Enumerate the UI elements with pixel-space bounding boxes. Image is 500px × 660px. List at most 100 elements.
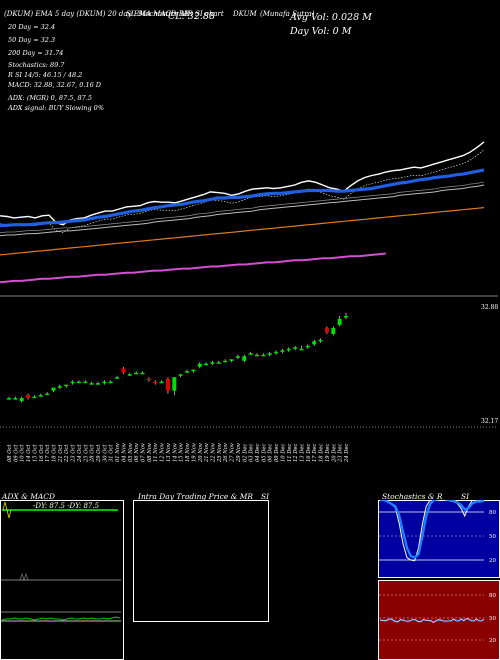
candle-body [261,354,266,357]
candle-body [172,377,177,391]
candle-body [197,363,202,367]
candle-body [210,362,215,364]
date-tick-label: 06 Nov [134,443,140,462]
candle-body [204,363,209,366]
candle-body [286,348,291,351]
candle-body [7,398,11,400]
date-tick-label: 01 Nov [115,443,121,462]
candle-body [96,383,101,385]
candle-body [108,381,113,384]
candle-body [185,371,190,373]
candle-body [293,347,298,349]
date-tick-label: 12 Dec [293,444,299,462]
date-axis: 08 Oct 09 Oct 10 Oct 14 Oct 15 Oct 16 Oct 17 O… [7,443,350,463]
date-tick-label: 09 Oct [13,444,19,462]
date-tick-label: 21 Oct [58,444,64,463]
date-tick-label: 18 Dec [319,444,325,462]
date-tick-label: 21 Nov [204,443,210,463]
ema50-line [0,184,485,237]
candle-body [76,381,81,384]
ema10-dotted-line [0,149,485,234]
candle-body [115,377,120,379]
candle-body [318,339,323,342]
date-tick-label: 09 Dec [274,444,280,462]
adx-macd-title: ADX & MACD [2,492,56,501]
candle-body [57,386,62,388]
candle-body [19,398,24,402]
date-tick-label: 05 Nov [128,443,134,462]
candle-body [127,374,132,376]
candle-body [32,396,37,399]
date-tick-label: 19 Dec [325,444,331,462]
date-tick-label: 25 Oct [83,444,89,463]
stochastics-si: SI [461,492,470,501]
date-tick-label: 15 Nov [179,443,185,462]
candle-body [331,327,336,334]
ticker-symbol: DKUM [233,10,257,18]
ema-lines-group [0,141,485,284]
date-tick-label: 17 Oct [45,444,51,462]
date-tick-label: 20 Nov [198,443,204,463]
date-tick-label: 11 Nov [153,443,159,462]
date-tick-label: 08 Nov [147,443,153,462]
ema50-value: 50 Day = 32.3 [8,36,56,44]
ema50-band-line [0,181,485,234]
date-tick-label: 29 Nov [236,443,242,463]
intraday-title: Intra Day Trading Price & MR [138,492,254,501]
candle-body [26,395,31,399]
intraday-si: SI [261,492,270,501]
date-tick-label: 12 Nov [160,443,166,462]
date-tick-label: 25 Nov [217,443,223,463]
date-tick-label: 16 Dec [306,444,312,462]
date-tick-label: 31 Oct [109,444,115,462]
sl-caption: SL Stochastics MR SI chart [126,10,224,18]
date-tick-label: 14 Nov [172,443,178,462]
date-tick-label: 04 Dec [255,444,261,462]
candle-body [324,327,329,333]
candlestick-group [7,312,348,403]
day-volume: Day Vol: 0 M [290,26,352,37]
ema-caption: (DKUM) EMA 5 day (DKUM) 20 day EMA MACD … [4,10,189,18]
candle-body [45,393,50,396]
ema20-value: 20 Day = 32.4 [8,23,56,31]
stochastics-value: Stochastics: 89.7 [8,61,65,69]
date-tick-label: 23 Dec [338,444,344,463]
candle-body [254,354,259,357]
di-spike [2,501,12,519]
candle-body [274,351,279,354]
candle-body [70,381,75,384]
candle-body [267,353,272,355]
date-tick-label: 14 Oct [26,444,32,462]
macd-value: MACD: 32.88, 32.67, 0.16 D [8,81,102,89]
stoch-tick-20: 20 [489,558,496,564]
date-tick-label: 17 Dec [312,444,318,462]
rsi-tick-20: 20 [489,638,496,644]
stochastics-slow-line [380,500,485,559]
ema200-value: 200 Day = 31.74 [8,49,64,57]
ema200-line [0,252,386,284]
candle-body [134,372,139,375]
date-tick-label: 28 Oct [90,444,96,463]
candle-body [146,378,151,381]
candle-body [242,356,247,361]
avg-volume: Avg Vol: 0.028 M [290,12,372,23]
ema20-line [0,168,485,227]
price-bottom-label: 32.17 [481,418,498,425]
candle-body [153,381,158,384]
candle-body [159,381,164,384]
candle-body [344,315,348,318]
candle-body [280,350,285,352]
date-tick-label: 22 Oct [64,444,70,463]
date-tick-label: 30 Oct [102,444,108,462]
rsi-tick-50: 50 [489,616,496,622]
candle-body [229,359,234,361]
intraday-panel [133,500,269,622]
date-tick-label: 04 Nov [121,443,127,462]
date-tick-label: 16 Oct [39,444,45,462]
candle-body [38,395,43,397]
rsi-chart: 80 50 20 [379,593,496,644]
date-tick-label: 24 Dec [344,444,350,463]
candle-body [83,381,88,384]
candle-body [248,353,253,355]
date-tick-label: 13 Dec [299,444,305,462]
